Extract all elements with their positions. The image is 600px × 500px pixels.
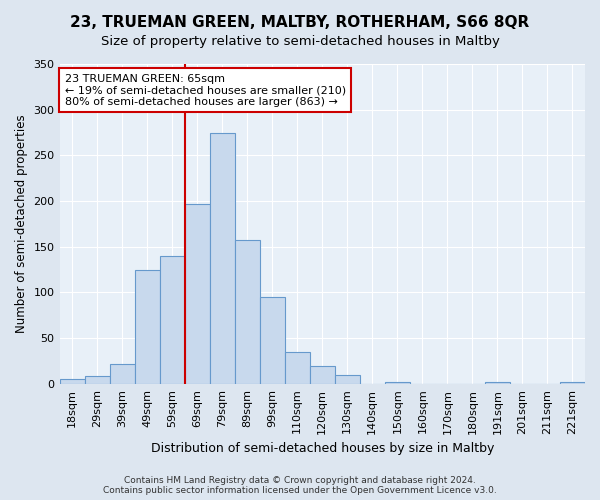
Text: Contains HM Land Registry data © Crown copyright and database right 2024.
Contai: Contains HM Land Registry data © Crown c… [103, 476, 497, 495]
Text: Size of property relative to semi-detached houses in Maltby: Size of property relative to semi-detach… [101, 35, 499, 48]
Bar [560, 382, 585, 384]
Bar [310, 366, 335, 384]
Bar [485, 382, 510, 384]
Bar [285, 352, 310, 384]
Bar [85, 376, 110, 384]
Y-axis label: Number of semi-detached properties: Number of semi-detached properties [15, 114, 28, 333]
Text: 23 TRUEMAN GREEN: 65sqm
← 19% of semi-detached houses are smaller (210)
80% of s: 23 TRUEMAN GREEN: 65sqm ← 19% of semi-de… [65, 74, 346, 107]
Bar [209, 132, 235, 384]
Bar [134, 270, 160, 384]
Bar [185, 204, 209, 384]
Bar [260, 297, 285, 384]
Text: 23, TRUEMAN GREEN, MALTBY, ROTHERHAM, S66 8QR: 23, TRUEMAN GREEN, MALTBY, ROTHERHAM, S6… [70, 15, 530, 30]
Bar [160, 256, 185, 384]
Bar [335, 374, 360, 384]
Bar [235, 240, 260, 384]
Bar [110, 364, 134, 384]
Bar [385, 382, 410, 384]
Bar [59, 379, 85, 384]
X-axis label: Distribution of semi-detached houses by size in Maltby: Distribution of semi-detached houses by … [151, 442, 494, 455]
